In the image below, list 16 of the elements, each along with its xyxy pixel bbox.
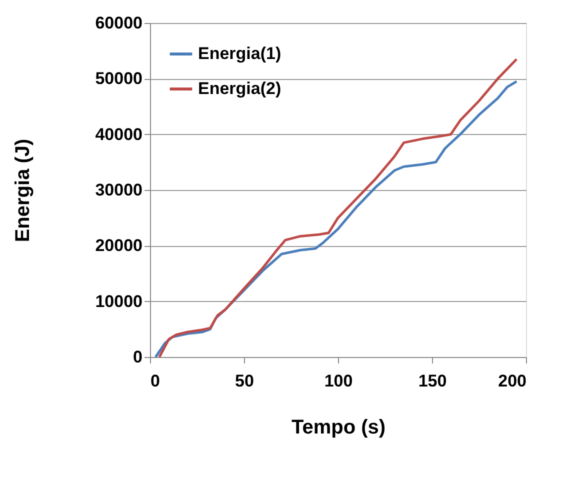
x-tick-label: 150: [418, 372, 447, 390]
x-tick-label: 100: [324, 372, 353, 390]
x-axis-title: Tempo (s): [291, 416, 386, 438]
y-tick-label: 10000: [95, 292, 142, 311]
legend-label: Energia(2): [198, 79, 282, 98]
x-tick-label: 200: [498, 372, 526, 390]
y-tick-label: 60000: [95, 14, 142, 32]
x-tick-label: 0: [150, 372, 160, 390]
y-tick-label: 20000: [95, 236, 142, 256]
y-tick-label: 0: [133, 348, 142, 366]
y-tick-label: 40000: [95, 124, 142, 144]
y-axis-title: Energia (J): [12, 138, 34, 242]
x-tick-label: 50: [235, 372, 254, 390]
y-tick-label: 50000: [95, 69, 142, 88]
legend-label: Energia(1): [198, 44, 282, 63]
y-tick-label: 30000: [95, 180, 142, 200]
